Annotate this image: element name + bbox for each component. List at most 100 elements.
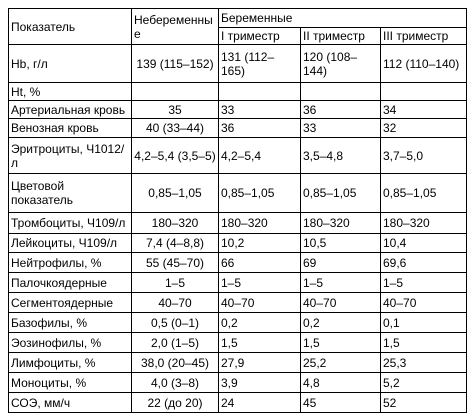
table-cell: 120 (108–144)	[300, 44, 381, 83]
table-cell: 22 (до 20)	[131, 392, 219, 413]
table-cell: 180–320	[379, 212, 468, 234]
table-row: Ht, %	[8, 82, 468, 101]
table-cell: 38,0 (20–45)	[131, 352, 219, 373]
table-cell: 40–70	[218, 292, 301, 313]
table-cell: 33	[218, 100, 301, 119]
table-cell: 0,85–1,05	[218, 173, 301, 213]
table-cell: 1–5	[131, 272, 219, 293]
table-row: Сегментоядерные 40–70 40–70 40–70 40–70	[8, 292, 468, 313]
table-cell	[300, 82, 381, 101]
table-cell: 40–70	[131, 292, 219, 313]
table-row: Палочкоядерные 1–5 1–5 1–5 1–5	[8, 272, 468, 293]
table-row: Моноциты, % 4,0 (3–8) 3,9 4,8 5,2	[8, 372, 468, 393]
table-cell: 69	[300, 252, 381, 273]
table-cell: 25,2	[300, 352, 381, 373]
header-cell: Показатель	[8, 8, 132, 45]
table-cell: 4,2–5,4 (3,5–5)	[131, 137, 219, 174]
table-cell: 2,0 (1–5)	[131, 332, 219, 353]
table-cell: 180–320	[218, 212, 301, 234]
header-cell: II триместр	[300, 27, 381, 45]
table-cell: 25,3	[379, 352, 468, 373]
table-cell: 4,0 (3–8)	[131, 372, 219, 393]
data-table: Показатель Небеременные Беременные I три…	[8, 8, 468, 413]
table-cell	[131, 82, 219, 101]
table-row: Цветовой показатель 0,85–1,05 0,85–1,05 0,8…	[8, 173, 468, 213]
table-cell: 32	[379, 118, 468, 138]
table-cell: 0,1	[379, 312, 468, 333]
table-cell: 45	[300, 392, 381, 413]
header-cell: I триместр	[218, 27, 301, 45]
table-cell: 0,2	[218, 312, 301, 333]
table-cell: 27,9	[218, 352, 301, 373]
row-label: Ht, %	[8, 82, 132, 101]
table-cell: 35	[131, 100, 219, 119]
table-cell: 4,2–5,4	[218, 137, 301, 174]
table-cell	[218, 82, 301, 101]
row-label: Лейкоциты, Ч109/л	[8, 233, 132, 253]
header-cell: Беременные	[217, 8, 468, 28]
table-cell: 1,5	[218, 332, 301, 353]
table-cell	[379, 82, 468, 101]
table-row: Венозная кровь 40 (33–44) 36 33 32	[8, 118, 468, 138]
table-row: Лейкоциты, Ч109/л 7,4 (4–8,8) 10,2 10,5 10,4	[8, 233, 468, 253]
table-cell: 55 (45–70)	[131, 252, 219, 273]
header-cell: III триместр	[379, 27, 468, 45]
table-cell: 24	[218, 392, 301, 413]
row-label: Лимфоциты, %	[8, 352, 132, 373]
table-cell: 5,2	[379, 372, 468, 393]
table-cell: 180–320	[300, 212, 381, 234]
table-cell: 33	[300, 118, 381, 138]
table-cell: 3,9	[218, 372, 301, 393]
table-cell: 131 (112–165)	[218, 44, 301, 83]
table-row: Hb, г/л 139 (115–152) 131 (112–165) 120 (10…	[8, 44, 468, 83]
header-cell: Небеременные	[131, 8, 219, 45]
table-row: Эозинофилы, % 2,0 (1–5) 1,5 1,5 1,5	[8, 332, 468, 353]
row-label: Базофилы, %	[8, 312, 132, 333]
table-cell: 7,4 (4–8,8)	[131, 233, 219, 253]
row-label: Hb, г/л	[8, 44, 132, 83]
table-cell: 1,5	[379, 332, 468, 353]
table-row: Артериальная кровь 35 33 36 34	[8, 100, 468, 119]
table-row: СОЭ, мм/ч 22 (до 20) 24 45 52	[8, 392, 468, 413]
table-cell: 0,2	[300, 312, 381, 333]
table-row: Нейтрофилы, % 55 (45–70) 66 69 69,6	[8, 252, 468, 273]
row-label: Эритроциты, Ч1012/л	[8, 137, 132, 174]
table-cell: 52	[379, 392, 468, 413]
table-cell: 1–5	[218, 272, 301, 293]
header-row: Показатель Небеременные Беременные	[8, 8, 468, 45]
table-cell: 69,6	[379, 252, 468, 273]
table-cell: 36	[218, 118, 301, 138]
table-cell: 3,5–4,8	[300, 137, 381, 174]
table-row: Базофилы, % 0,5 (0–1) 0,2 0,2 0,1	[8, 312, 468, 333]
table-cell: 0,85–1,05	[379, 173, 468, 213]
row-label: Цветовой показатель	[8, 173, 132, 213]
table-cell: 1–5	[300, 272, 381, 293]
table-cell: 40 (33–44)	[131, 118, 219, 138]
table-cell: 10,4	[379, 233, 468, 253]
table-cell: 0,5 (0–1)	[131, 312, 219, 333]
row-label: Артериальная кровь	[8, 100, 132, 119]
table-cell: 34	[379, 100, 468, 119]
table-cell: 1–5	[379, 272, 468, 293]
table-row: Тромбоциты, Ч109/л 180–320 180–320 180–320 1…	[8, 212, 468, 234]
row-label: Тромбоциты, Ч109/л	[8, 212, 132, 234]
table-cell: 0,85–1,05	[131, 173, 219, 213]
table-cell: 3,7–5,0	[379, 137, 468, 174]
table-cell: 1,5	[300, 332, 381, 353]
table-row: Эритроциты, Ч1012/л 4,2–5,4 (3,5–5) 4,2–5,…	[8, 137, 468, 174]
table-cell: 0,85–1,05	[300, 173, 381, 213]
table-cell: 66	[218, 252, 301, 273]
table-cell: 139 (115–152)	[131, 44, 219, 83]
table-body: Показатель Небеременные Беременные I три…	[8, 8, 468, 413]
row-label: Эозинофилы, %	[8, 332, 132, 353]
table-cell: 10,2	[218, 233, 301, 253]
table-cell: 40–70	[300, 292, 381, 313]
table-cell: 112 (110–140)	[379, 44, 468, 83]
row-label: Палочкоядерные	[8, 272, 132, 293]
row-label: Нейтрофилы, %	[8, 252, 132, 273]
table-cell: 36	[300, 100, 381, 119]
table-cell: 10,5	[300, 233, 381, 253]
row-label: Венозная кровь	[8, 118, 132, 138]
table-cell: 40–70	[379, 292, 468, 313]
